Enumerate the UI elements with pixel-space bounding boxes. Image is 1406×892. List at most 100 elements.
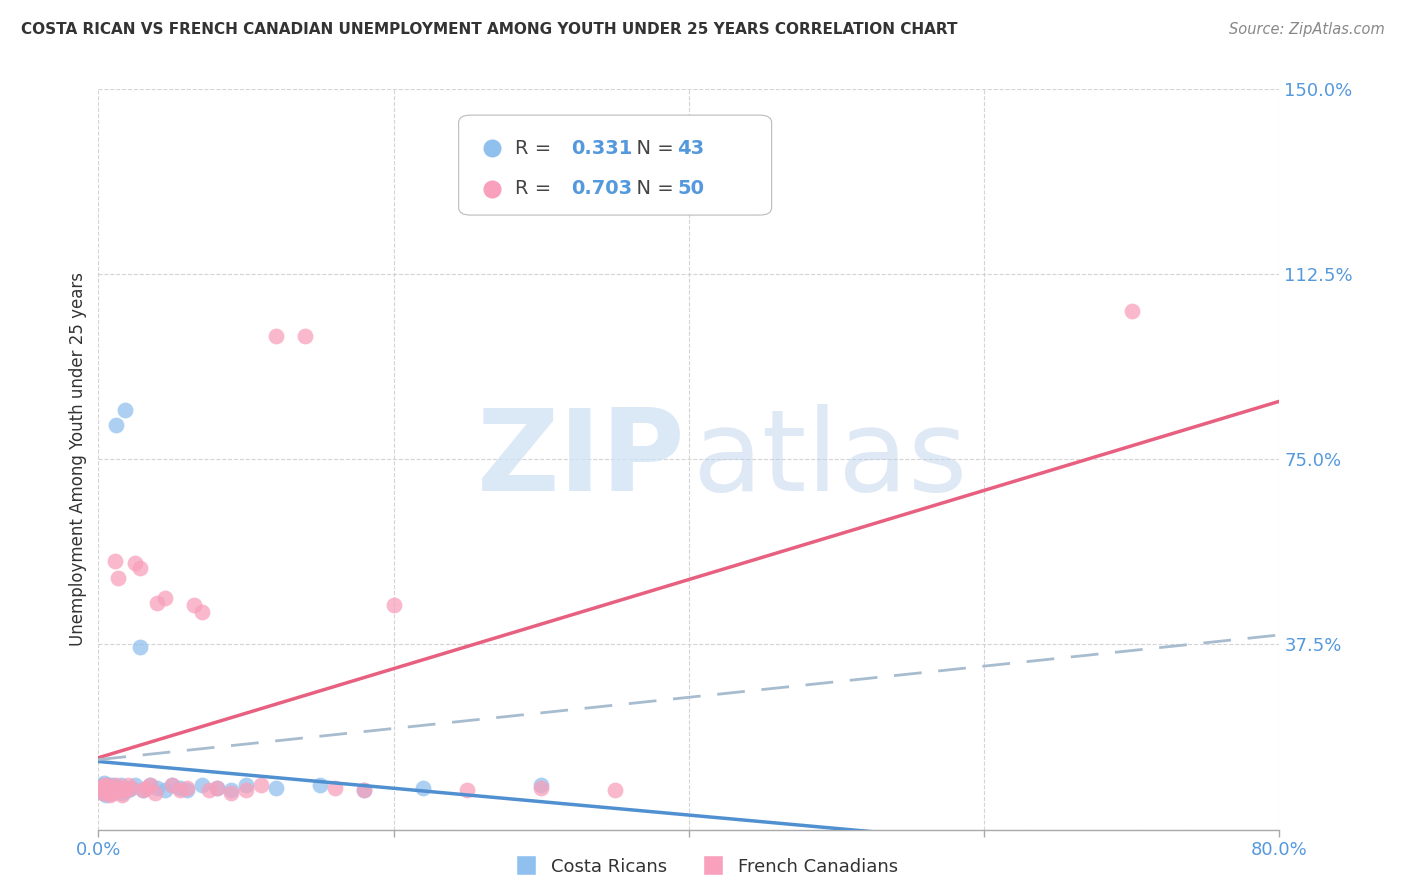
Point: [294, 329, 316, 343]
Point: [94, 780, 117, 795]
Text: N =: N =: [624, 138, 681, 158]
Point: [205, 780, 228, 795]
Point: [382, 598, 405, 612]
Point: [103, 783, 125, 797]
Point: [162, 778, 183, 792]
Point: [111, 786, 134, 800]
Point: [191, 606, 214, 620]
Text: Source: ZipAtlas.com: Source: ZipAtlas.com: [1229, 22, 1385, 37]
Point: [146, 780, 169, 795]
Point: [100, 783, 122, 797]
Point: [93, 778, 115, 792]
Point: [93, 783, 115, 797]
Text: ZIP: ZIP: [477, 404, 685, 515]
Point: [98, 783, 121, 797]
Point: [94, 788, 117, 802]
Point: [114, 403, 136, 417]
Point: [104, 553, 127, 567]
Point: [110, 778, 132, 792]
Text: 0.703: 0.703: [571, 179, 631, 198]
Point: [153, 591, 176, 605]
Point: [111, 788, 134, 802]
FancyBboxPatch shape: [458, 115, 772, 215]
Point: [103, 778, 125, 792]
Text: 0.331: 0.331: [571, 138, 633, 158]
Point: [105, 778, 128, 792]
Point: [94, 780, 117, 795]
Point: [169, 780, 191, 795]
Point: [176, 780, 198, 795]
Point: [264, 780, 287, 795]
Point: [120, 780, 142, 795]
Point: [221, 786, 243, 800]
Point: [110, 780, 132, 795]
Point: [107, 571, 129, 585]
Point: [96, 778, 118, 792]
Point: [98, 786, 121, 800]
Y-axis label: Unemployment Among Youth under 25 years: Unemployment Among Youth under 25 years: [69, 272, 87, 647]
Point: [97, 780, 120, 795]
Point: [1121, 304, 1143, 318]
Point: [103, 780, 125, 795]
Point: [107, 783, 129, 797]
Point: [412, 780, 434, 795]
Point: [457, 783, 479, 797]
Point: [205, 780, 228, 795]
Point: [309, 778, 332, 792]
Point: [117, 778, 139, 792]
Point: [530, 778, 553, 792]
Point: [132, 783, 155, 797]
Point: [97, 778, 120, 792]
Point: [93, 775, 115, 789]
Point: [117, 783, 139, 797]
Point: [94, 783, 117, 797]
Point: [128, 640, 150, 654]
Point: [98, 780, 121, 795]
Text: N =: N =: [624, 179, 681, 198]
Point: [235, 778, 257, 792]
Text: 43: 43: [678, 138, 704, 158]
Text: R =: R =: [516, 179, 558, 198]
Point: [143, 786, 166, 800]
Point: [91, 786, 114, 800]
Point: [198, 783, 221, 797]
Point: [235, 783, 257, 797]
Point: [264, 329, 287, 343]
Point: [90, 780, 112, 795]
Point: [146, 595, 169, 609]
Point: [323, 780, 346, 795]
Point: [103, 786, 125, 800]
Text: COSTA RICAN VS FRENCH CANADIAN UNEMPLOYMENT AMONG YOUTH UNDER 25 YEARS CORRELATI: COSTA RICAN VS FRENCH CANADIAN UNEMPLOYM…: [21, 22, 957, 37]
Point: [100, 780, 122, 795]
Point: [90, 780, 112, 795]
Point: [250, 778, 273, 792]
Point: [104, 780, 127, 795]
Point: [169, 783, 191, 797]
Legend: Costa Ricans, French Canadians: Costa Ricans, French Canadians: [501, 851, 905, 883]
Text: 50: 50: [678, 179, 704, 198]
Point: [139, 778, 162, 792]
Point: [108, 783, 131, 797]
Point: [91, 786, 114, 800]
Point: [96, 783, 118, 797]
Point: [176, 783, 198, 797]
Point: [105, 417, 128, 432]
Point: [124, 556, 146, 570]
Point: [353, 783, 375, 797]
Point: [96, 778, 118, 792]
Point: [91, 778, 114, 792]
Point: [114, 783, 136, 797]
Point: [183, 598, 205, 612]
Point: [108, 780, 131, 795]
Point: [96, 786, 118, 800]
Point: [221, 783, 243, 797]
Point: [530, 780, 553, 795]
Point: [132, 783, 155, 797]
Point: [91, 783, 114, 797]
Point: [135, 780, 157, 795]
Point: [128, 561, 150, 575]
Point: [120, 780, 142, 795]
Text: atlas: atlas: [693, 404, 967, 515]
Point: [98, 788, 121, 802]
Point: [191, 778, 214, 792]
